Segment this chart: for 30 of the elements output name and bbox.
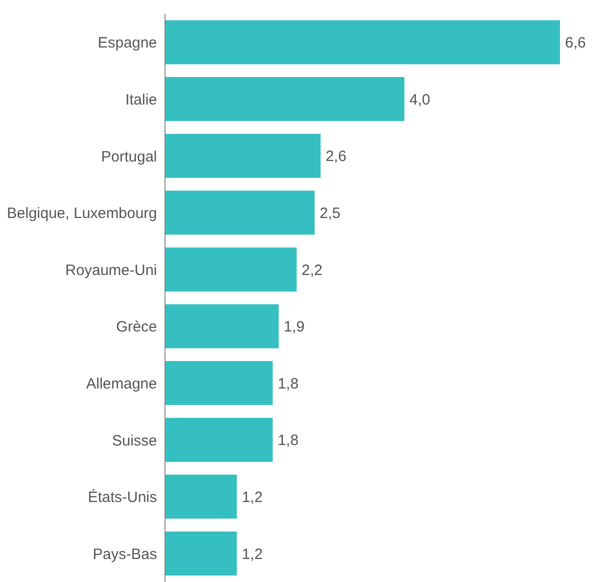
y-tick-label: Portugal	[101, 148, 157, 166]
y-tick-label: Belgique, Luxembourg	[6, 205, 157, 222]
y-tick-label: Suisse	[112, 432, 157, 450]
bar	[165, 190, 315, 235]
data-label: 2,5	[320, 204, 340, 222]
y-tick-label: Grèce	[116, 318, 157, 336]
data-label: 6,6	[565, 34, 586, 52]
bar	[165, 361, 273, 406]
y-tick-label: Royaume-Uni	[65, 262, 157, 279]
bar	[165, 418, 273, 462]
data-label: 2,2	[302, 262, 323, 279]
data-label: 1,8	[278, 375, 299, 392]
y-tick-label: Espagne	[98, 34, 157, 52]
y-tick-label: Italie	[125, 92, 157, 109]
y-tick-label: Allemagne	[86, 376, 157, 393]
bar	[165, 531, 237, 576]
data-label: 1,8	[278, 432, 299, 450]
bar	[165, 134, 321, 178]
bar	[165, 247, 297, 292]
bar	[165, 77, 404, 122]
data-label: 1,2	[242, 546, 263, 563]
data-label: 1,2	[242, 488, 263, 506]
data-label: 2,6	[326, 148, 346, 166]
y-tick-label: Pays-Bas	[92, 546, 157, 563]
y-tick-label: États-Unis	[88, 488, 157, 506]
bar	[165, 20, 560, 64]
bar	[165, 474, 237, 519]
data-label: 1,9	[284, 318, 305, 336]
bar	[165, 304, 279, 348]
data-label: 4,0	[409, 91, 430, 108]
